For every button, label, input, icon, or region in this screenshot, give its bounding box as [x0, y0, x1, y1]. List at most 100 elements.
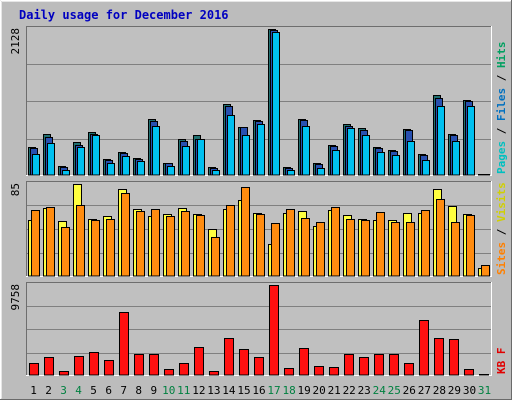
- bar-sites-day-11: [181, 211, 190, 277]
- x-tick-day-27: 27: [418, 384, 431, 397]
- bar-kb-f-day-11: [179, 363, 189, 376]
- bar-kb-f-day-15: [239, 349, 249, 376]
- bar-kb-f-day-2: [44, 357, 54, 376]
- bar-kb-f-day-26: [404, 363, 414, 376]
- bar-kb-f-day-30: [464, 369, 474, 376]
- x-tick-day-16: 16: [252, 384, 265, 397]
- y-max-label: 2128: [9, 28, 22, 55]
- bar-kb-f-day-16: [254, 357, 264, 376]
- bar-kb-f-day-21: [329, 367, 339, 376]
- x-tick-day-15: 15: [237, 384, 250, 397]
- bar-kb-f-day-4: [74, 356, 84, 376]
- legend-entry: Files: [495, 88, 508, 121]
- bar-sites-day-13: [211, 237, 220, 277]
- bar-kb-f-day-6: [104, 360, 114, 376]
- chart-panels: 2128 Pages / Files / Hits 85 Sites / Visits…: [9, 26, 508, 376]
- bars: [28, 29, 490, 176]
- bar-pages-day-11: [182, 146, 190, 176]
- x-tick-day-17: 17: [267, 384, 280, 397]
- bar-sites-day-9: [151, 209, 160, 277]
- bar-pages-day-19: [302, 126, 310, 176]
- bar-sites-day-21: [331, 207, 340, 277]
- y-max-label: 85: [9, 183, 22, 196]
- bar-pages-day-18: [287, 170, 295, 176]
- bar-kb-f-day-25: [389, 354, 399, 376]
- x-tick-day-19: 19: [297, 384, 310, 397]
- bar-kb-f-day-22: [344, 354, 354, 376]
- bars: [28, 184, 490, 277]
- bar-kb-f-day-12: [194, 347, 204, 376]
- legend-entry: /: [495, 222, 508, 242]
- legend-entry: KB F: [495, 348, 508, 375]
- x-tick-day-31: 31: [478, 384, 491, 397]
- bar-sites-day-23: [361, 220, 370, 277]
- bar-pages-day-31: [482, 174, 490, 176]
- bar-kb-f-day-23: [359, 357, 369, 376]
- bar-sites-day-20: [316, 222, 325, 277]
- bar-pages-day-5: [92, 135, 100, 176]
- bar-pages-day-8: [137, 161, 145, 176]
- x-axis-tick-labels: 1 2 3 4 5 6 7 8 9 10 11 12 13 14 15 16 17 18 19 20 21 22 23 24 2…: [30, 384, 491, 397]
- bar-kb-f-day-17: [269, 285, 279, 376]
- bar-kb-f-day-20: [314, 366, 324, 376]
- x-tick-day-29: 29: [448, 384, 461, 397]
- bar-pages-day-27: [422, 160, 430, 176]
- bar-pages-day-6: [107, 163, 115, 176]
- bar-kb-f-day-9: [149, 354, 159, 376]
- x-tick-day-26: 26: [403, 384, 416, 397]
- bar-sites-day-28: [436, 199, 445, 277]
- bar-kb-f-day-13: [209, 371, 219, 376]
- x-tick-day-7: 7: [120, 384, 127, 397]
- x-tick-day-6: 6: [105, 384, 112, 397]
- bar-pages-day-4: [77, 147, 85, 176]
- x-tick-day-25: 25: [388, 384, 401, 397]
- x-tick-day-11: 11: [177, 384, 190, 397]
- bar-kb-f-day-27: [419, 320, 429, 376]
- bar-kb-f-day-14: [224, 338, 234, 376]
- bar-pages-day-24: [377, 152, 385, 176]
- x-tick-day-21: 21: [328, 384, 341, 397]
- panel-legend: Sites / Visits: [495, 182, 508, 275]
- chart-title: Daily usage for December 2016: [19, 8, 229, 22]
- x-tick-day-18: 18: [282, 384, 295, 397]
- x-tick-day-30: 30: [463, 384, 476, 397]
- bar-sites-day-7: [121, 193, 130, 277]
- bar-pages-day-14: [227, 115, 235, 176]
- bar-kb-f-day-1: [29, 363, 39, 376]
- bar-pages-day-26: [407, 141, 415, 176]
- bar-pages-day-3: [62, 170, 70, 176]
- bar-kb-f-day-24: [374, 354, 384, 376]
- bar-pages-day-15: [242, 135, 250, 176]
- bar-sites-day-6: [106, 219, 115, 277]
- legend-entry: /: [495, 68, 508, 88]
- bar-pages-day-7: [122, 156, 130, 176]
- x-tick-day-22: 22: [343, 384, 356, 397]
- bar-pages-day-20: [317, 168, 325, 176]
- y-max-label: 9758: [9, 284, 22, 311]
- bar-pages-day-2: [47, 143, 55, 176]
- bar-pages-day-1: [32, 154, 40, 176]
- bar-sites-day-17: [271, 223, 280, 277]
- x-tick-day-9: 9: [150, 384, 157, 397]
- bar-kb-f-day-7: [119, 312, 129, 376]
- bar-sites-day-15: [241, 187, 250, 277]
- bar-pages-day-30: [467, 106, 475, 176]
- visits-panel: 85 Sites / Visits: [9, 181, 508, 277]
- bar-sites-day-4: [76, 205, 85, 277]
- bar-kb-f-day-31: [479, 374, 489, 376]
- legend-entry: Sites: [495, 242, 508, 275]
- bar-pages-day-17: [272, 32, 280, 176]
- bar-sites-day-16: [256, 214, 265, 277]
- x-tick-day-28: 28: [433, 384, 446, 397]
- bar-pages-day-13: [212, 170, 220, 176]
- bar-sites-day-8: [136, 211, 145, 277]
- x-tick-day-4: 4: [75, 384, 82, 397]
- bar-sites-day-24: [376, 212, 385, 277]
- x-tick-day-20: 20: [312, 384, 325, 397]
- bar-kb-f-day-18: [284, 368, 294, 376]
- bar-sites-day-14: [226, 205, 235, 277]
- legend-entry: Pages: [495, 141, 508, 174]
- bar-pages-day-23: [362, 135, 370, 176]
- kbytes-panel: 9758 KB F: [9, 282, 508, 376]
